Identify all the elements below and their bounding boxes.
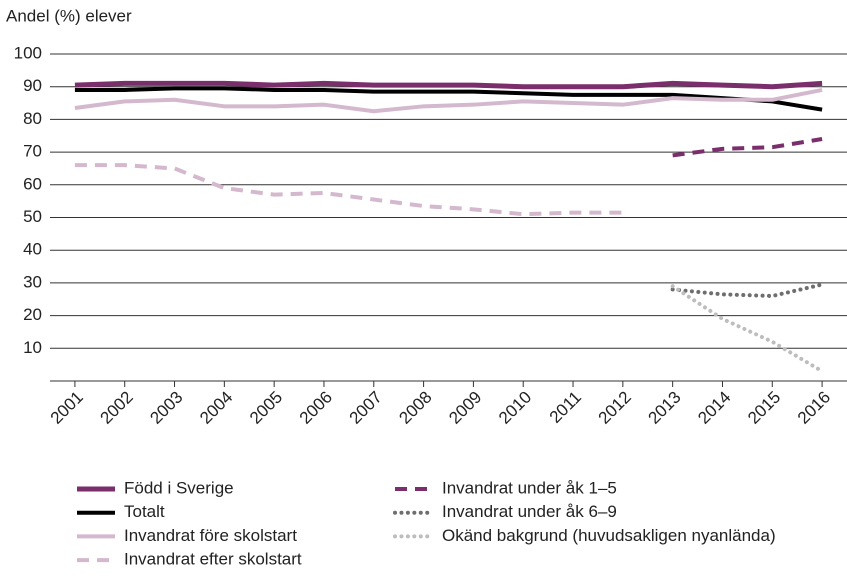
- x-tick-label: 2011: [546, 388, 585, 427]
- y-tick-label: 20: [23, 305, 42, 324]
- legend-label: Invandrat under åk 1–5: [442, 478, 617, 497]
- series-line: [672, 137, 823, 158]
- x-tick-label: 2001: [47, 388, 87, 428]
- legend-label: Invandrat under åk 6–9: [442, 502, 617, 521]
- x-tick-label: 2008: [395, 388, 435, 428]
- y-tick-label: 30: [23, 272, 42, 291]
- series-line: [74, 86, 823, 112]
- x-tick-label: 2003: [146, 388, 186, 428]
- series-line: [74, 80, 823, 90]
- x-tick-label: 2014: [694, 388, 734, 428]
- y-tick-label: 70: [23, 142, 42, 161]
- x-tick-label: 2009: [445, 388, 485, 428]
- y-tick-label: 60: [23, 174, 42, 193]
- y-tick-label: 90: [23, 76, 42, 95]
- y-axis-label: Andel (%) elever: [6, 6, 132, 25]
- y-tick-label: 100: [14, 43, 42, 62]
- legend-label: Okänd bakgrund (huvudsakligen nyanlända): [442, 526, 776, 545]
- legend-label: Invandrat före skolstart: [124, 526, 297, 545]
- x-tick-label: 2015: [744, 388, 784, 428]
- x-tick-label: 2007: [346, 388, 386, 428]
- series-line: [670, 282, 825, 298]
- x-tick-label: 2016: [794, 388, 834, 428]
- series-line: [74, 163, 623, 217]
- x-tick-label: 2006: [296, 388, 336, 428]
- legend-label: Född i Sverige: [124, 478, 234, 497]
- x-tick-label: 2004: [196, 388, 236, 428]
- y-tick-label: 50: [23, 207, 42, 226]
- y-tick-label: 40: [23, 240, 42, 259]
- y-tick-label: 10: [23, 338, 42, 357]
- x-tick-label: 2002: [97, 388, 137, 428]
- series-line: [74, 88, 823, 114]
- x-tick-label: 2013: [644, 388, 684, 428]
- series-line: [670, 284, 825, 374]
- x-tick-label: 2010: [495, 388, 535, 428]
- legend-label: Totalt: [124, 502, 165, 521]
- legend-label: Invandrat efter skolstart: [124, 550, 302, 569]
- x-tick-label: 2005: [246, 388, 286, 428]
- x-tick-label: 2012: [595, 388, 635, 428]
- y-tick-label: 80: [23, 109, 42, 128]
